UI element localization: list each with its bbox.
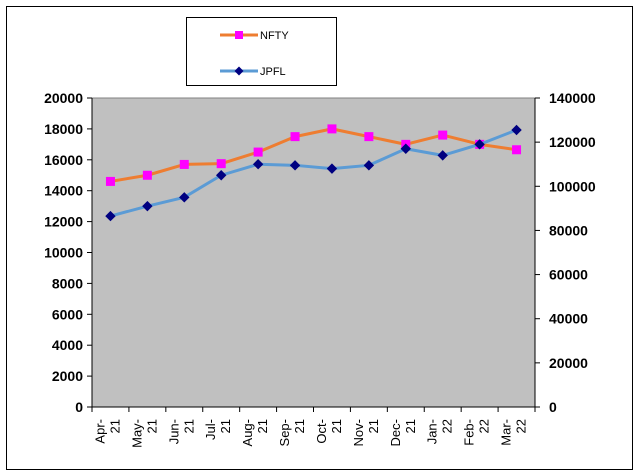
series-point-jpfl (216, 170, 227, 181)
x-tick-label: Nov- (351, 419, 366, 446)
x-tick-label: 21 (107, 419, 122, 433)
y-left-tick-label: 16000 (44, 152, 83, 168)
y-left-tick-label: 10000 (44, 245, 83, 261)
y-right-tick-label: 100000 (549, 178, 596, 194)
x-tick-label: 21 (181, 419, 196, 433)
series-point-jpfl (142, 200, 153, 212)
y-right-tick-label: 20000 (549, 355, 588, 371)
y-left-tick-label: 8000 (52, 275, 83, 291)
x-tick-label: Aug- (240, 419, 255, 446)
series-point-jpfl (474, 139, 485, 150)
legend-box (186, 17, 337, 86)
x-tick-label: 22 (477, 419, 492, 433)
x-tick-label: Oct- (314, 419, 329, 444)
series-point-nfty (105, 176, 115, 186)
x-tick-label: 21 (144, 419, 159, 433)
y-right-tick-label: 140000 (549, 90, 596, 106)
series-point-jpfl (105, 210, 116, 222)
y-left-tick-label: 0 (75, 399, 83, 415)
series-point-jpfl (437, 150, 448, 161)
series-point-jpfl (400, 143, 411, 154)
y-left-tick-label: 4000 (52, 337, 83, 353)
x-tick-label: Jun- (166, 419, 181, 444)
series-point-nfty (179, 159, 189, 169)
series-point-nfty (253, 147, 263, 157)
series-point-nfty (438, 130, 448, 140)
legend-label: NFTY (260, 30, 289, 42)
legend-swatch-marker (235, 31, 243, 39)
x-tick-label: 22 (440, 419, 455, 433)
x-tick-label: Apr- (92, 419, 107, 444)
series-point-jpfl (511, 124, 522, 136)
x-tick-label: 21 (366, 419, 381, 433)
y-right-tick-label: 40000 (549, 311, 588, 327)
series-line-nfty (110, 127, 517, 183)
x-tick-label: 21 (403, 419, 418, 433)
x-tick-label: Sep- (277, 419, 292, 446)
series-point-nfty (216, 159, 226, 169)
x-tick-label: Jan- (425, 419, 440, 444)
y-right-tick-label: 120000 (549, 134, 596, 150)
y-right-tick-label: 60000 (549, 267, 588, 283)
x-tick-label: 22 (514, 419, 529, 433)
series-point-nfty (142, 170, 152, 180)
legend-swatch-marker (234, 66, 244, 76)
series-point-jpfl (179, 192, 190, 203)
series-point-jpfl (326, 163, 338, 174)
y-left-tick-label: 14000 (44, 183, 83, 199)
y-right-tick-label: 0 (549, 399, 557, 415)
series-point-nfty (364, 132, 374, 142)
y-left-tick-label: 18000 (44, 121, 83, 137)
series-point-nfty (512, 145, 522, 155)
x-tick-label: Dec- (388, 419, 403, 446)
y-left-tick-label: 12000 (44, 214, 83, 230)
x-tick-label: 21 (329, 419, 344, 433)
x-tick-label: Feb- (462, 419, 477, 446)
y-left-tick-label: 2000 (52, 368, 83, 384)
plot-area (91, 97, 536, 408)
y-left-tick-label: 6000 (52, 306, 83, 322)
series-point-nfty (290, 132, 300, 142)
x-tick-label: Mar- (499, 419, 514, 446)
series-point-jpfl (363, 160, 375, 171)
series-point-jpfl (252, 159, 264, 170)
x-tick-label: Jul- (203, 419, 218, 440)
x-tick-label: May- (129, 419, 144, 448)
legend-label: JPFL (260, 66, 286, 78)
y-left-tick-label: 20000 (44, 90, 83, 106)
y-right-tick-label: 80000 (549, 222, 588, 238)
x-tick-label: 21 (255, 419, 270, 433)
x-tick-label: 21 (292, 419, 307, 433)
series-point-jpfl (289, 160, 301, 171)
series-point-nfty (327, 124, 337, 134)
series-line-jpfl (110, 128, 518, 218)
x-tick-label: 21 (218, 419, 233, 433)
